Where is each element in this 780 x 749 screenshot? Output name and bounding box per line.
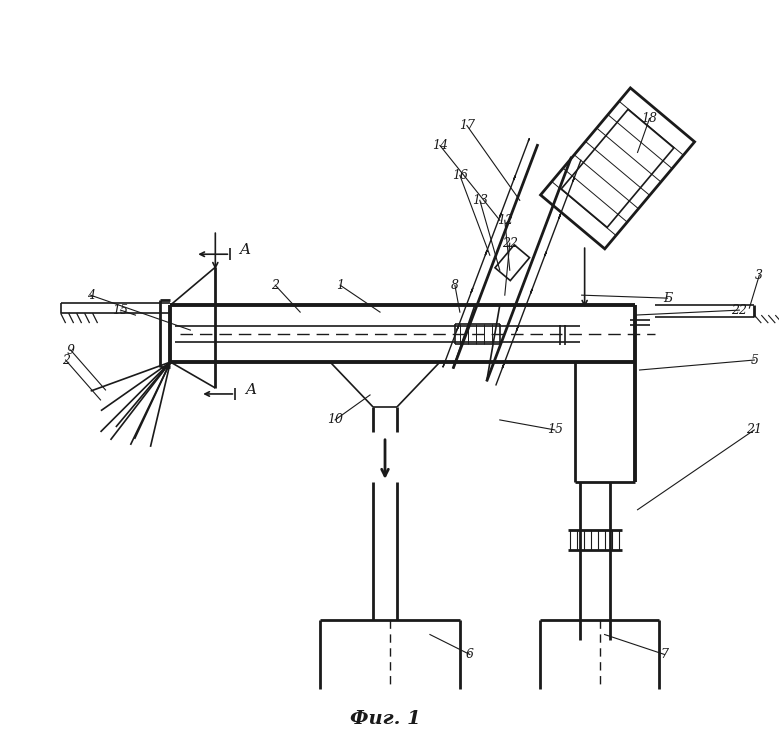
Text: 12: 12 bbox=[497, 213, 512, 227]
Text: 2: 2 bbox=[62, 354, 69, 366]
Text: 2: 2 bbox=[271, 279, 279, 291]
Text: A: A bbox=[245, 383, 256, 397]
Text: 14: 14 bbox=[432, 139, 448, 152]
Text: 15: 15 bbox=[547, 423, 562, 437]
Text: 6: 6 bbox=[466, 648, 474, 661]
Text: 18: 18 bbox=[641, 112, 658, 125]
Text: 4: 4 bbox=[87, 288, 94, 302]
Text: 9: 9 bbox=[66, 344, 75, 357]
Text: 16: 16 bbox=[452, 169, 468, 182]
Text: 5: 5 bbox=[750, 354, 758, 366]
Text: A: A bbox=[239, 243, 250, 257]
Polygon shape bbox=[495, 245, 530, 281]
Text: 22: 22 bbox=[732, 303, 747, 317]
Text: 7: 7 bbox=[661, 648, 668, 661]
Text: 10: 10 bbox=[327, 413, 343, 426]
Text: 17: 17 bbox=[459, 119, 475, 132]
Text: 13: 13 bbox=[472, 194, 488, 207]
Text: 8: 8 bbox=[451, 279, 459, 291]
Text: 21: 21 bbox=[746, 423, 762, 437]
Text: 3: 3 bbox=[755, 269, 764, 282]
Text: 22: 22 bbox=[502, 237, 518, 249]
Text: Фиг. 1: Фиг. 1 bbox=[349, 710, 420, 728]
Text: 15: 15 bbox=[112, 303, 129, 317]
Text: Б: Б bbox=[663, 291, 672, 305]
Text: 1: 1 bbox=[336, 279, 344, 291]
